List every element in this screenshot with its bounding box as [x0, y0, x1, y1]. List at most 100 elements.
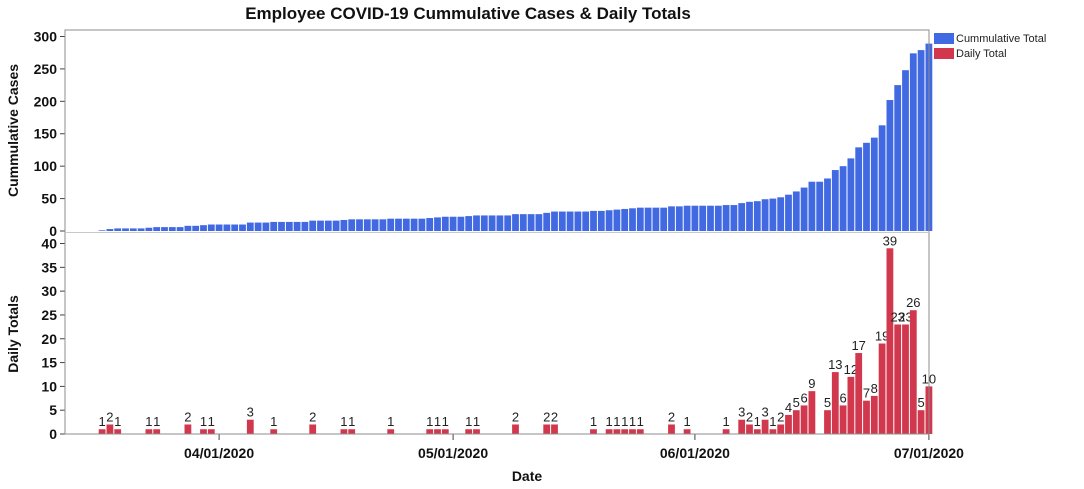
cumulative-bar: [512, 214, 519, 231]
daily-bar: [200, 429, 207, 434]
daily-bar: [473, 429, 480, 434]
cumulative-bar: [636, 207, 644, 231]
daily-bar: [106, 424, 114, 434]
daily-data-label: 2: [512, 409, 519, 424]
cumulative-bar: [652, 207, 660, 231]
daily-data-label: 2: [309, 409, 316, 424]
daily-bar: [769, 429, 777, 434]
daily-data-label: 1: [340, 414, 347, 429]
daily-data-label: 1: [473, 414, 480, 429]
daily-bar: [917, 410, 925, 434]
cumulative-bar: [761, 199, 769, 231]
daily-bar: [98, 429, 106, 434]
daily-bar: [543, 424, 551, 434]
cumulative-bar: [168, 227, 176, 231]
daily-bar: [551, 424, 558, 434]
cumulative-bar: [839, 166, 847, 231]
daily-bar: [668, 424, 675, 434]
daily-data-label: 1: [426, 414, 433, 429]
daily-data-label: 7: [863, 386, 870, 401]
cumulative-ytick-label: 300: [34, 28, 58, 44]
cumulative-bar: [597, 210, 605, 231]
daily-data-label: 1: [348, 414, 355, 429]
daily-bar: [863, 400, 870, 434]
daily-data-label: 1: [605, 414, 612, 429]
cumulative-bar: [558, 211, 566, 231]
daily-data-label: 1: [153, 414, 160, 429]
cumulative-ytick-label: 0: [49, 223, 57, 239]
daily-data-label: 9: [808, 376, 815, 391]
legend-item-cumulative: Cummulative Total: [934, 31, 1046, 46]
daily-ytick-label: 25: [41, 307, 57, 323]
daily-data-label: 3: [738, 405, 745, 420]
daily-bar: [340, 429, 348, 434]
cumulative-bar: [441, 216, 449, 231]
cumulative-bar: [324, 220, 332, 231]
cumulative-bar: [262, 222, 270, 231]
daily-data-label: 1: [145, 414, 152, 429]
daily-data-label: 6: [839, 390, 846, 405]
cumulative-bar: [488, 215, 496, 231]
cumulative-bar: [582, 211, 590, 231]
daily-bar: [902, 324, 909, 434]
daily-data-label: 1: [637, 414, 644, 429]
cumulative-bar: [106, 229, 114, 231]
cumulative-bar: [122, 228, 129, 231]
cumulative-bar: [621, 208, 629, 231]
daily-bar: [785, 414, 792, 434]
cumulative-bar: [519, 214, 527, 231]
daily-bar: [348, 429, 356, 434]
daily-data-label: 1: [442, 414, 449, 429]
daily-data-label: 1: [769, 414, 776, 429]
daily-bar: [777, 424, 785, 434]
daily-bar: [207, 429, 215, 434]
daily-data-label: 2: [668, 409, 675, 424]
daily-data-label: 4: [785, 400, 792, 415]
daily-data-label: 2: [543, 409, 550, 424]
cumulative-bar: [551, 211, 558, 231]
daily-bar: [434, 429, 441, 434]
cumulative-bar: [730, 205, 738, 231]
cumulative-bar: [418, 218, 426, 231]
daily-data-label: 1: [270, 414, 277, 429]
cumulative-bar: [340, 219, 348, 231]
cumulative-bar: [145, 227, 153, 231]
daily-bar: [629, 429, 636, 434]
cumulative-bar: [98, 230, 106, 231]
cumulative-bar: [785, 194, 792, 231]
cumulative-ytick-label: 250: [34, 61, 58, 77]
daily-data-label: 1: [621, 414, 628, 429]
daily-ytick-label: 20: [41, 331, 57, 347]
daily-bar: [839, 405, 847, 434]
legend-swatch-daily: [934, 48, 954, 59]
cumulative-bar: [870, 137, 878, 231]
daily-data-label: 19: [875, 329, 889, 344]
cumulative-bar: [473, 215, 480, 231]
cumulative-bar: [285, 221, 293, 231]
legend-item-daily: Daily Total: [934, 46, 1046, 61]
cumulative-bar: [660, 207, 668, 231]
daily-bar: [184, 424, 192, 434]
daily-data-label: 5: [917, 395, 924, 410]
daily-bar: [909, 310, 917, 434]
cumulative-bar: [675, 206, 683, 231]
cumulative-bar: [886, 100, 894, 231]
cumulative-bar: [371, 219, 379, 231]
daily-ytick-label: 30: [41, 283, 57, 299]
daily-data-label: 1: [683, 414, 690, 429]
cumulative-panel: 0 50 100 150 200 250 300 Cummulative Cases: [5, 28, 933, 239]
cumulative-bar: [184, 225, 192, 231]
cumulative-bar: [449, 216, 457, 231]
cumulative-ytick-label: 50: [41, 191, 57, 207]
daily-data-label: 23: [898, 309, 912, 324]
daily-data-label: 17: [851, 338, 865, 353]
daily-bar: [114, 429, 122, 434]
cumulative-bar: [629, 208, 636, 231]
x-tick-label: 04/01/2020: [184, 445, 254, 461]
chart-title: Employee COVID-19 Cummulative Cases & Da…: [245, 4, 691, 23]
daily-data-label: 2: [551, 409, 558, 424]
cumulative-bar: [239, 224, 246, 231]
x-axis-label: Date: [512, 468, 543, 484]
cumulative-bar: [722, 205, 730, 231]
cumulative-bar: [909, 53, 917, 231]
